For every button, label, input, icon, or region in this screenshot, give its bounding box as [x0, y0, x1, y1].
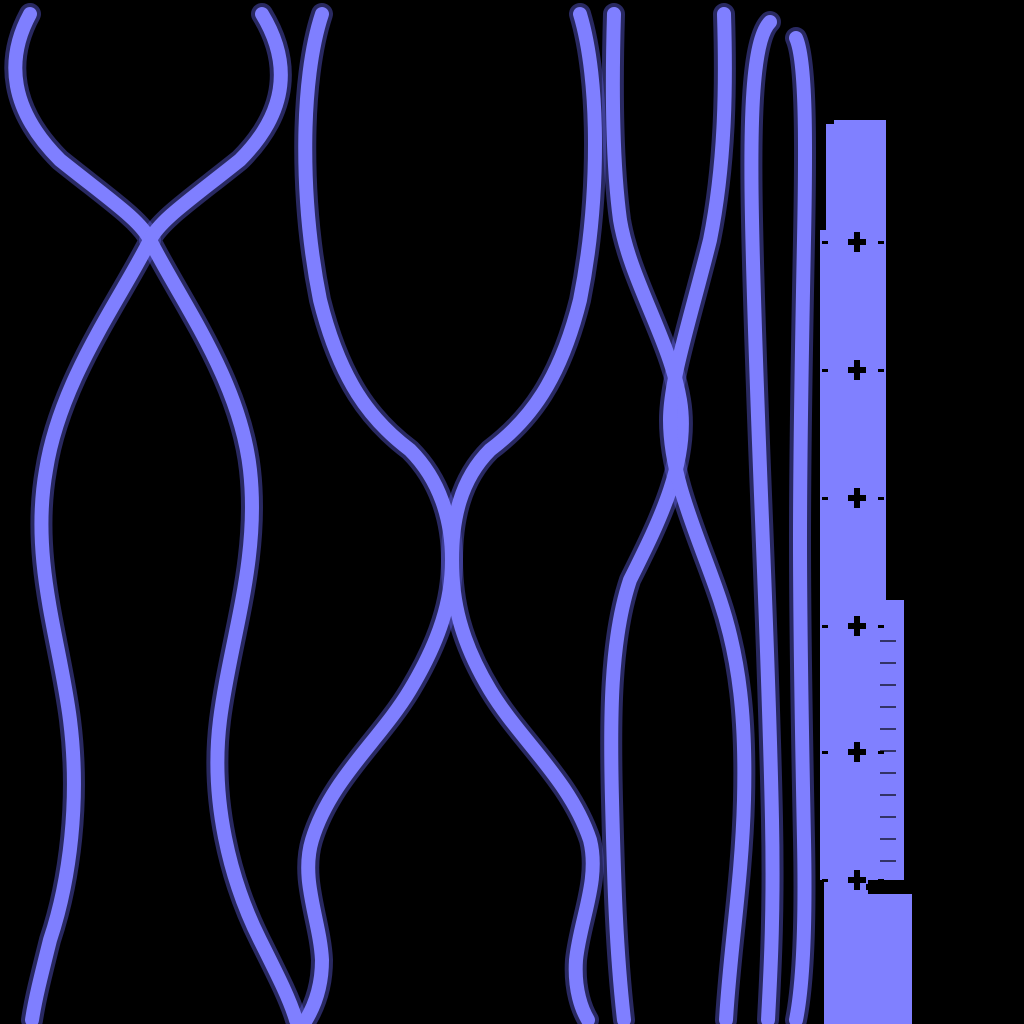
ruler-cross-v-4 [854, 616, 860, 636]
ruler-minor-tick-1 [880, 640, 896, 642]
ruler-minor-tick-4 [880, 706, 896, 708]
strand-5 [604, 7, 689, 1024]
strand-1 [8, 7, 157, 1024]
ruler-side-tick-1-1 [878, 241, 884, 244]
ruler-side-tick-6-0 [822, 879, 828, 882]
ruler-minor-tick-2 [880, 662, 896, 664]
ruler-minor-tick-7 [880, 772, 896, 774]
ruler-side-tick-4-1 [878, 625, 884, 628]
strand-6 [663, 7, 752, 1024]
ruler-body [820, 120, 912, 1024]
ruler-side-tick-5-0 [822, 751, 828, 754]
ruler-side-tick-5-1 [878, 751, 884, 754]
ruler-minor-tick-3 [880, 684, 896, 686]
ruler-side-tick-1-0 [822, 241, 828, 244]
strand-8 [789, 31, 813, 1024]
ruler-minor-tick-8 [880, 794, 896, 796]
ruler-side-tick-2-1 [878, 369, 884, 372]
wavy-strands-group [4, 3, 817, 1024]
ruler-minor-tick-11 [880, 860, 896, 862]
strand-7 [744, 15, 780, 1024]
ruler-minor-tick-5 [880, 728, 896, 730]
ruler-cross-v-5 [854, 742, 860, 762]
ruler-side-tick-3-0 [822, 497, 828, 500]
ruler-side-tick-4-0 [822, 625, 828, 628]
ruler-cross-v-6 [854, 870, 860, 890]
ruler-cross-v-2 [854, 360, 860, 380]
ruler-minor-tick-6 [880, 750, 896, 752]
ruler-cross-v-3 [854, 488, 860, 508]
ruler-ticks [822, 232, 908, 890]
ruler-notch [866, 884, 908, 890]
ruler-bar [820, 120, 912, 1024]
strand-2 [143, 7, 303, 1024]
ruler-side-tick-6-1 [878, 879, 884, 882]
ruler-minor-tick-9 [880, 816, 896, 818]
ruler-side-tick-2-0 [822, 369, 828, 372]
ruler-side-tick-3-1 [878, 497, 884, 500]
strand-main-layer [8, 7, 813, 1024]
ruler-cross-v-1 [854, 232, 860, 252]
strand-4 [445, 7, 602, 1024]
ruler-minor-tick-10 [880, 838, 896, 840]
